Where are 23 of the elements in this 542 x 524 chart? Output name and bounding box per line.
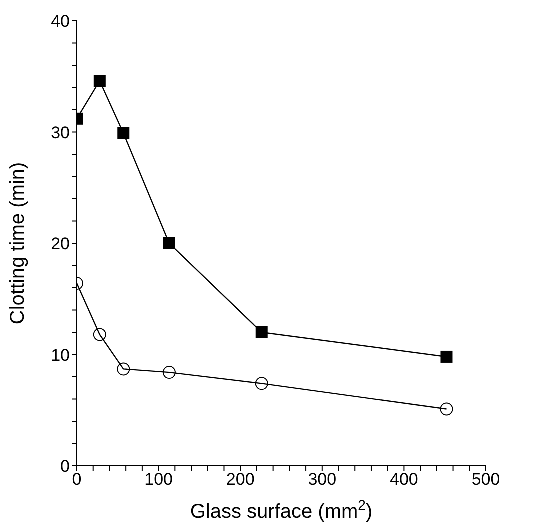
y-tick-label: 30 <box>51 123 70 142</box>
y-tick-label: 40 <box>51 12 70 32</box>
y-tick-label: 0 <box>60 457 70 476</box>
point <box>440 402 454 416</box>
x-tick-label: 400 <box>390 470 418 490</box>
point <box>94 75 106 88</box>
point <box>93 328 106 342</box>
point <box>118 127 130 140</box>
x-tick-label: 100 <box>144 470 173 490</box>
y-tick-label: 20 <box>51 234 70 254</box>
point <box>440 350 453 363</box>
x-tick-label: 0 <box>72 470 82 490</box>
x-tick-label: 200 <box>226 470 255 490</box>
point <box>255 377 268 390</box>
x-tick-label: 500 <box>472 470 500 490</box>
point <box>256 326 268 338</box>
point <box>162 366 176 380</box>
y-axis-title: Clotting time (min) <box>7 162 29 325</box>
x-axis-title: Glass surface (mm$^{2}$) <box>190 497 373 523</box>
x-tick-label: 300 <box>308 470 337 490</box>
point <box>163 238 176 250</box>
point <box>117 362 130 376</box>
y-tick-label: 10 <box>51 346 70 365</box>
